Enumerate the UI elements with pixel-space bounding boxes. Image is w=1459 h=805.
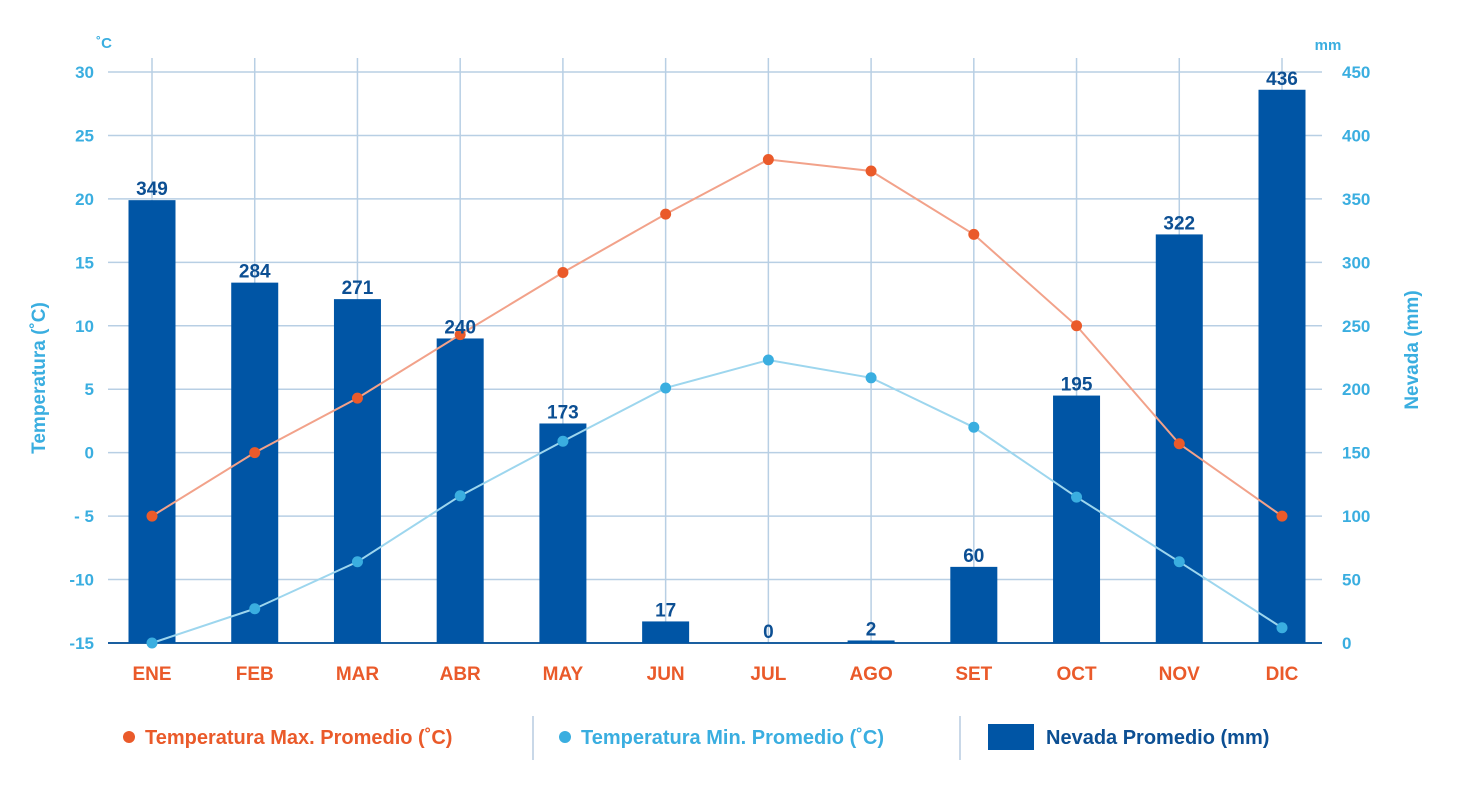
- left-tick-label: 30: [75, 63, 94, 82]
- temperature-lines: [146, 154, 1288, 649]
- max-temp-point: [1173, 438, 1185, 450]
- month-label: AGO: [849, 664, 892, 685]
- bar-value-label: 271: [342, 278, 374, 299]
- min-temp-point: [454, 490, 466, 502]
- max-temp-point: [249, 447, 261, 459]
- bar-value-label: 195: [1061, 375, 1093, 396]
- max-temp-point: [865, 165, 877, 177]
- snow-bar: [128, 200, 176, 643]
- left-axis-unit: ˚C: [96, 35, 112, 52]
- grid: [108, 58, 1322, 644]
- max-temp-point: [1071, 320, 1083, 332]
- snow-bar: [1053, 395, 1101, 643]
- bar-value-label: 240: [444, 317, 476, 338]
- max-temp-point: [557, 266, 569, 278]
- snow-bar: [950, 566, 998, 643]
- month-label: DIC: [1266, 664, 1299, 685]
- bar-value-label: 0: [763, 622, 774, 643]
- max-temp-point: [351, 392, 363, 404]
- left-tick-label: 15: [75, 253, 94, 272]
- legend-snow-label: Nevada Promedio (mm): [1046, 727, 1269, 749]
- bar-value-label: 284: [239, 262, 271, 283]
- month-label: ABR: [440, 664, 481, 685]
- right-tick-label: 250: [1342, 317, 1370, 336]
- left-tick-label: 10: [75, 317, 94, 336]
- left-tick-label: - 5: [74, 507, 94, 526]
- max-temp-point: [146, 510, 158, 522]
- month-label: JUL: [750, 664, 786, 685]
- month-label: FEB: [236, 664, 274, 685]
- snow-bar: [539, 423, 587, 643]
- bar-value-label: 60: [963, 546, 984, 567]
- snow-bar: [642, 621, 690, 643]
- right-tick-label: 300: [1342, 253, 1370, 272]
- min-temp-point: [865, 372, 877, 384]
- legend-min-label: Temperatura Min. Promedio (˚C): [581, 726, 884, 749]
- bar-value-label: 322: [1163, 213, 1195, 234]
- bar-value-label: 349: [136, 179, 168, 200]
- max-temp-point: [762, 154, 774, 166]
- left-tick-label: 5: [85, 380, 94, 399]
- right-tick-label: 0: [1342, 634, 1351, 653]
- min-temp-point: [1173, 556, 1185, 568]
- min-temp-point: [146, 637, 158, 649]
- right-tick-label: 200: [1342, 380, 1370, 399]
- month-label: SET: [955, 664, 992, 685]
- min-temp-point: [249, 603, 261, 615]
- month-label: MAY: [543, 664, 584, 685]
- min-temp-point: [351, 556, 363, 568]
- right-tick-label: 400: [1342, 126, 1370, 145]
- legend-max-label: Temperatura Max. Promedio (˚C): [145, 726, 452, 749]
- month-label: NOV: [1159, 664, 1201, 685]
- max-temp-point: [1276, 510, 1288, 522]
- max-temp-line: [151, 158, 1283, 517]
- bar-value-label: 436: [1266, 69, 1298, 90]
- min-temp-point: [557, 435, 569, 447]
- left-tick-label: -15: [69, 634, 94, 653]
- left-tick-label: -10: [69, 571, 94, 590]
- min-temp-point: [968, 421, 980, 433]
- max-temp-point: [968, 228, 980, 240]
- right-axis-unit: mm: [1315, 37, 1342, 54]
- legend-snow-marker: [988, 724, 1034, 750]
- snow-bar: [847, 640, 895, 643]
- right-tick-label: 50: [1342, 571, 1361, 590]
- right-tick-label: 100: [1342, 507, 1370, 526]
- left-tick-label: 20: [75, 190, 94, 209]
- left-axis-title: Temperatura (˚C): [29, 302, 50, 454]
- bar-value-label: 173: [547, 402, 579, 423]
- bar-value-label: 2: [866, 619, 877, 640]
- bar-value-label: 17: [655, 600, 676, 621]
- month-label: MAR: [336, 664, 380, 685]
- legend: Temperatura Max. Promedio (˚C) Temperatu…: [123, 716, 1269, 760]
- legend-max-marker: [123, 731, 135, 743]
- max-temp-point: [660, 208, 672, 220]
- legend-min-marker: [559, 731, 571, 743]
- month-label: OCT: [1056, 664, 1097, 685]
- right-tick-label: 350: [1342, 190, 1370, 209]
- min-temp-line: [151, 359, 1283, 644]
- min-temp-point: [1276, 622, 1288, 634]
- right-axis-title: Nevada (mm): [1402, 290, 1423, 409]
- min-temp-point: [660, 382, 672, 394]
- max-temp-point: [454, 329, 466, 341]
- left-tick-label: 25: [75, 126, 94, 145]
- right-tick-label: 450: [1342, 63, 1370, 82]
- min-temp-point: [1071, 491, 1083, 503]
- right-tick-label: 150: [1342, 444, 1370, 463]
- month-label: JUN: [647, 664, 685, 685]
- left-tick-label: 0: [85, 444, 94, 463]
- snow-bar: [1258, 89, 1306, 643]
- snow-bar: [333, 299, 381, 643]
- month-label: ENE: [132, 664, 171, 685]
- min-temp-point: [762, 354, 774, 366]
- snowfall-bars: [128, 89, 1306, 643]
